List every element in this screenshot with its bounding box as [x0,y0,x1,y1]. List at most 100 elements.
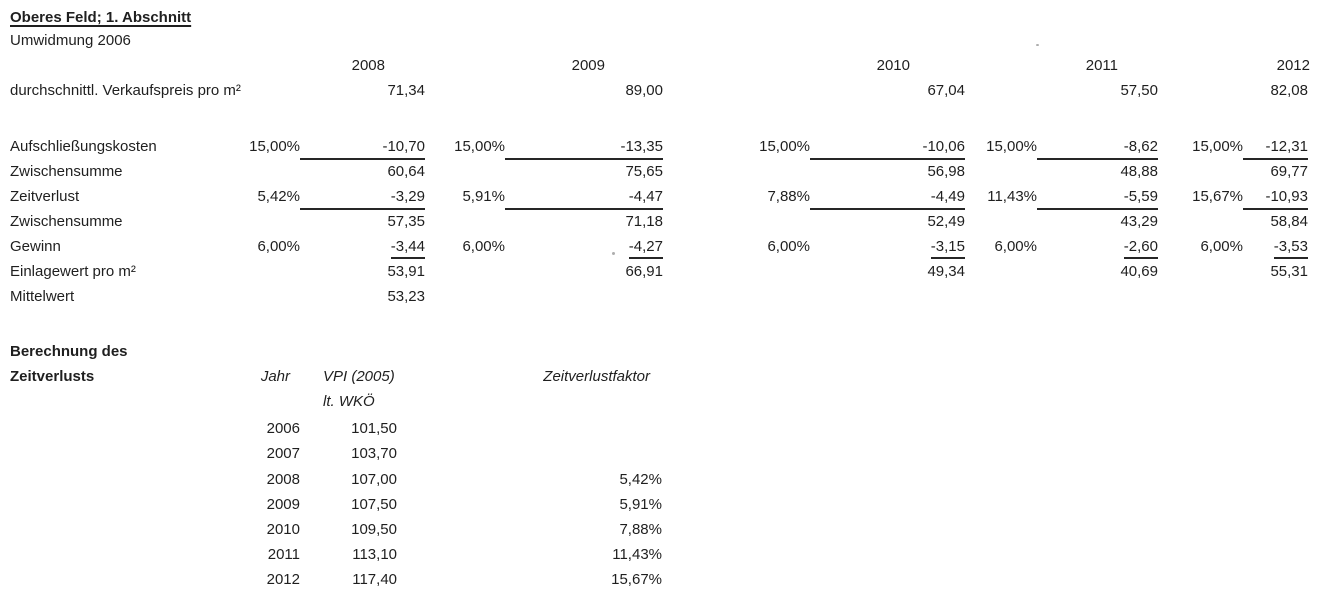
vpi-cell: 109,50 [351,521,397,538]
value-cell: 53,23 [387,288,425,305]
price-value: 57,50 [1120,82,1158,99]
zeitverlust-title-row-1: Berechnung des [0,342,1328,364]
scan-speck [1036,44,1039,46]
pct-cell: 15,67% [1192,188,1243,205]
pct-cell: 15,00% [249,138,300,155]
vpi-cell: 113,10 [352,546,397,563]
value-cell: 60,64 [387,163,425,180]
underlined-number: -3,44 [390,237,425,259]
faktor-cell: 11,43% [612,546,662,563]
pct-cell: 15,00% [986,138,1037,155]
faktor-cell [397,419,662,439]
vpi-cell: 101,50 [351,420,397,437]
table-row-zwischensumme-1: Zwischensumme 60,64 75,65 56,98 48,88 69… [0,162,1328,184]
row-label: Zeitverlust [10,188,80,205]
row-label: Zwischensumme [10,213,123,230]
year-header: 2011 [1085,57,1118,74]
table-row-zeitverlust: Zeitverlust 5,42% -3,29 5,91% -4,47 7,88… [0,187,1328,210]
zeitverlust-row-2011: 2011 113,10 11,43% [0,545,1328,567]
value-cell: -5,59 [1037,187,1158,210]
row-label: Zwischensumme [10,163,123,180]
pct-cell: 15,00% [759,138,810,155]
value-cell: -10,93 [1243,187,1308,210]
jahr-cell: 2007 [266,445,300,462]
subtitle-row: Umwidmung 2006 [0,31,1328,53]
col-header-jahr: Jahr [260,368,290,385]
table-row-mittelwert: Mittelwert 53,23 [0,287,1328,309]
year-header: 2009 [571,57,605,74]
value-cell: 48,88 [1120,163,1158,180]
price-value: 67,04 [927,82,965,99]
pct-cell: 11,43% [987,188,1037,205]
zeitverlust-row-2008: 2008 107,00 5,42% [0,470,1328,492]
value-cell: -3,53 [1243,237,1308,259]
jahr-cell: 2009 [266,496,300,513]
scan-speck [612,252,615,255]
pct-cell: 5,91% [462,188,505,205]
pct-cell: 5,42% [257,188,300,205]
zeitverlust-header-row: Zeitverlusts Jahr VPI (2005) Zeitverlust… [0,367,1328,389]
faktor-cell: 15,67% [611,571,662,588]
table-row-aufschliessungskosten: Aufschließungskosten 15,00% -10,70 15,00… [0,137,1328,160]
page-title: Oberes Feld; 1. Abschnitt [10,9,192,26]
section-title-line1: Berechnung des [10,343,128,360]
value-cell: 57,35 [387,213,425,230]
pct-cell: 6,00% [1200,238,1243,255]
value-cell: 43,29 [1120,213,1158,230]
value-cell: -2,60 [1037,237,1158,259]
year-header-row: 2008 2009 2010 2011 2012 [0,56,1328,78]
value-cell: 71,18 [625,213,663,230]
pct-cell: 15,00% [1192,138,1243,155]
zeitverlust-row-2009: 2009 107,50 5,91% [0,495,1328,517]
faktor-cell [397,444,662,464]
value-cell: 53,91 [387,263,425,280]
pct-cell: 6,00% [994,238,1037,255]
table-row-price: durchschnittl. Verkaufspreis pro m² 71,3… [0,81,1328,103]
jahr-cell: 2006 [266,420,300,437]
table-row-gewinn: Gewinn 6,00% -3,44 6,00% -4,27 6,00% -3,… [0,237,1328,259]
value-cell: 66,91 [625,263,663,280]
underlined-number: -4,27 [628,237,663,259]
col-header-vpi-line2: lt. WKÖ [323,393,375,410]
zeitverlust-row-2010: 2010 109,50 7,88% [0,520,1328,542]
value-cell: -4,27 [505,237,663,259]
vpi-cell: 117,40 [352,571,397,588]
value-cell: -13,35 [505,137,663,160]
value-cell: -8,62 [1037,137,1158,160]
zeitverlust-row-2007: 2007 103,70 [0,444,1328,466]
value-cell: -10,06 [810,137,965,160]
value-cell: -3,44 [300,237,425,259]
row-label: Gewinn [10,238,61,255]
page-subtitle: Umwidmung 2006 [10,32,131,49]
row-label: Einlagewert pro m² [10,263,136,280]
value-cell: 75,65 [625,163,663,180]
row-label: durchschnittl. Verkaufspreis pro m² [10,82,241,99]
zeitverlust-row-2012: 2012 117,40 15,67% [0,570,1328,592]
table-row-zwischensumme-2: Zwischensumme 57,35 71,18 52,49 43,29 58… [0,212,1328,234]
table-row-einlagewert: Einlagewert pro m² 53,91 66,91 49,34 40,… [0,262,1328,284]
price-value: 71,34 [387,82,425,99]
row-label: Mittelwert [10,288,75,305]
value-cell: 58,84 [1270,213,1308,230]
section-title-line2: Zeitverlusts [10,368,95,385]
value-cell: 69,77 [1270,163,1308,180]
pct-cell: 7,88% [767,188,810,205]
price-value: 82,08 [1270,82,1308,99]
faktor-cell: 7,88% [619,521,662,538]
pct-cell: 6,00% [462,238,505,255]
jahr-cell: 2012 [266,571,300,588]
pct-cell: 15,00% [454,138,505,155]
value-cell: -4,49 [810,187,965,210]
pct-cell: 6,00% [767,238,810,255]
underlined-number: -3,15 [930,237,965,259]
value-cell: 55,31 [1270,263,1308,280]
faktor-cell: 5,42% [619,471,662,488]
underlined-number: -3,53 [1273,237,1308,259]
header-row: Oberes Feld; 1. Abschnitt [0,8,1328,30]
year-header: 2010 [876,57,910,74]
vpi-cell: 103,70 [351,445,397,462]
faktor-cell: 5,91% [619,496,662,513]
value-cell: -12,31 [1243,137,1308,160]
price-value: 89,00 [625,82,663,99]
